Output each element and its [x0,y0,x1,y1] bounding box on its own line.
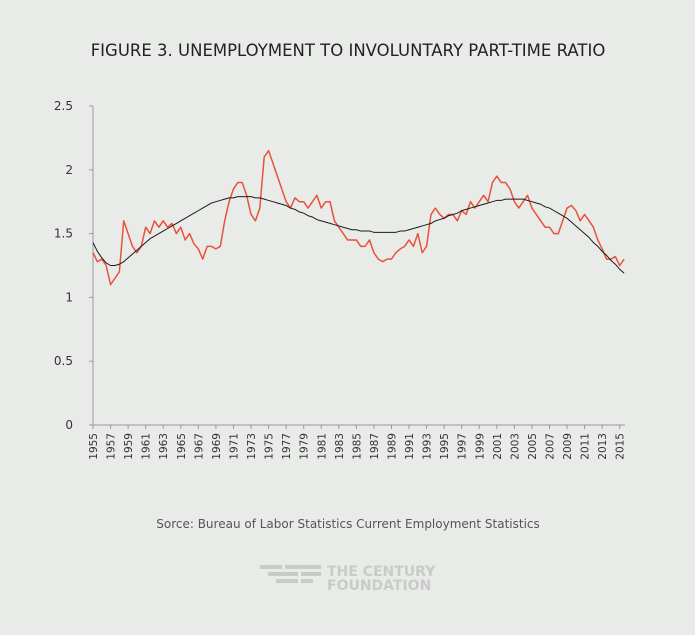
x-tick-label: 1989 [386,433,398,460]
series-line [92,149,625,286]
x-tick-label: 1955 [88,433,100,460]
x-tick-label: 1983 [334,433,346,460]
x-tick-label: 1999 [474,433,486,460]
x-tick-label: 1987 [369,433,381,460]
x-tick-label: 2007 [545,433,557,460]
x-tick-label: 2005 [527,433,539,460]
x-tick-label: 1993 [422,433,434,460]
logo-text: FOUNDATION [327,578,431,594]
x-tick-label: 1957 [106,433,118,460]
source: Sorce: Bureau of Labor Statistics Curren… [156,517,540,531]
x-tick-label: 1981 [316,433,328,460]
logo-text: THE CENTURY [327,564,436,580]
x-tick-label: 2013 [597,433,609,460]
y-tick-label: 2.5 [54,99,73,113]
x-tick-label: 1995 [439,433,451,460]
chart-title: FIGURE 3. UNEMPLOYMENT TO INVOLUNTARY PA… [91,41,606,60]
x-tick-label: 2011 [580,433,592,460]
x-tick-label: 1971 [228,433,240,460]
x-tick-label: 1973 [246,433,258,460]
y-tick-label: 2 [65,163,73,177]
x-tick-label: 1961 [141,433,153,460]
x-tick-label: 1979 [299,433,311,460]
y-tick-label: 1 [65,290,73,304]
x-tick-label: 1975 [264,433,276,460]
y-tick-label: 0 [65,418,73,432]
x-tick-label: 2015 [615,433,627,460]
x-tick-label: 1969 [211,433,223,460]
x-tick-label: 1963 [158,433,170,460]
y-tick-label: 1.5 [54,227,73,241]
x-tick-label: 1985 [351,433,363,460]
x-tick-label: 1991 [404,433,416,460]
x-tick-label: 2003 [509,433,521,460]
logo-mark [260,565,321,583]
x-tick-label: 1977 [281,433,293,460]
x-tick-label: 1997 [457,433,469,460]
y-tick-label: 0.5 [54,354,73,368]
x-tick-label: 1959 [123,433,135,460]
x-tick-label: 1965 [176,433,188,460]
x-tick-label: 1967 [193,433,205,460]
x-tick-label: 2009 [562,433,574,460]
series-line [92,196,625,274]
x-tick-label: 2001 [492,433,504,460]
